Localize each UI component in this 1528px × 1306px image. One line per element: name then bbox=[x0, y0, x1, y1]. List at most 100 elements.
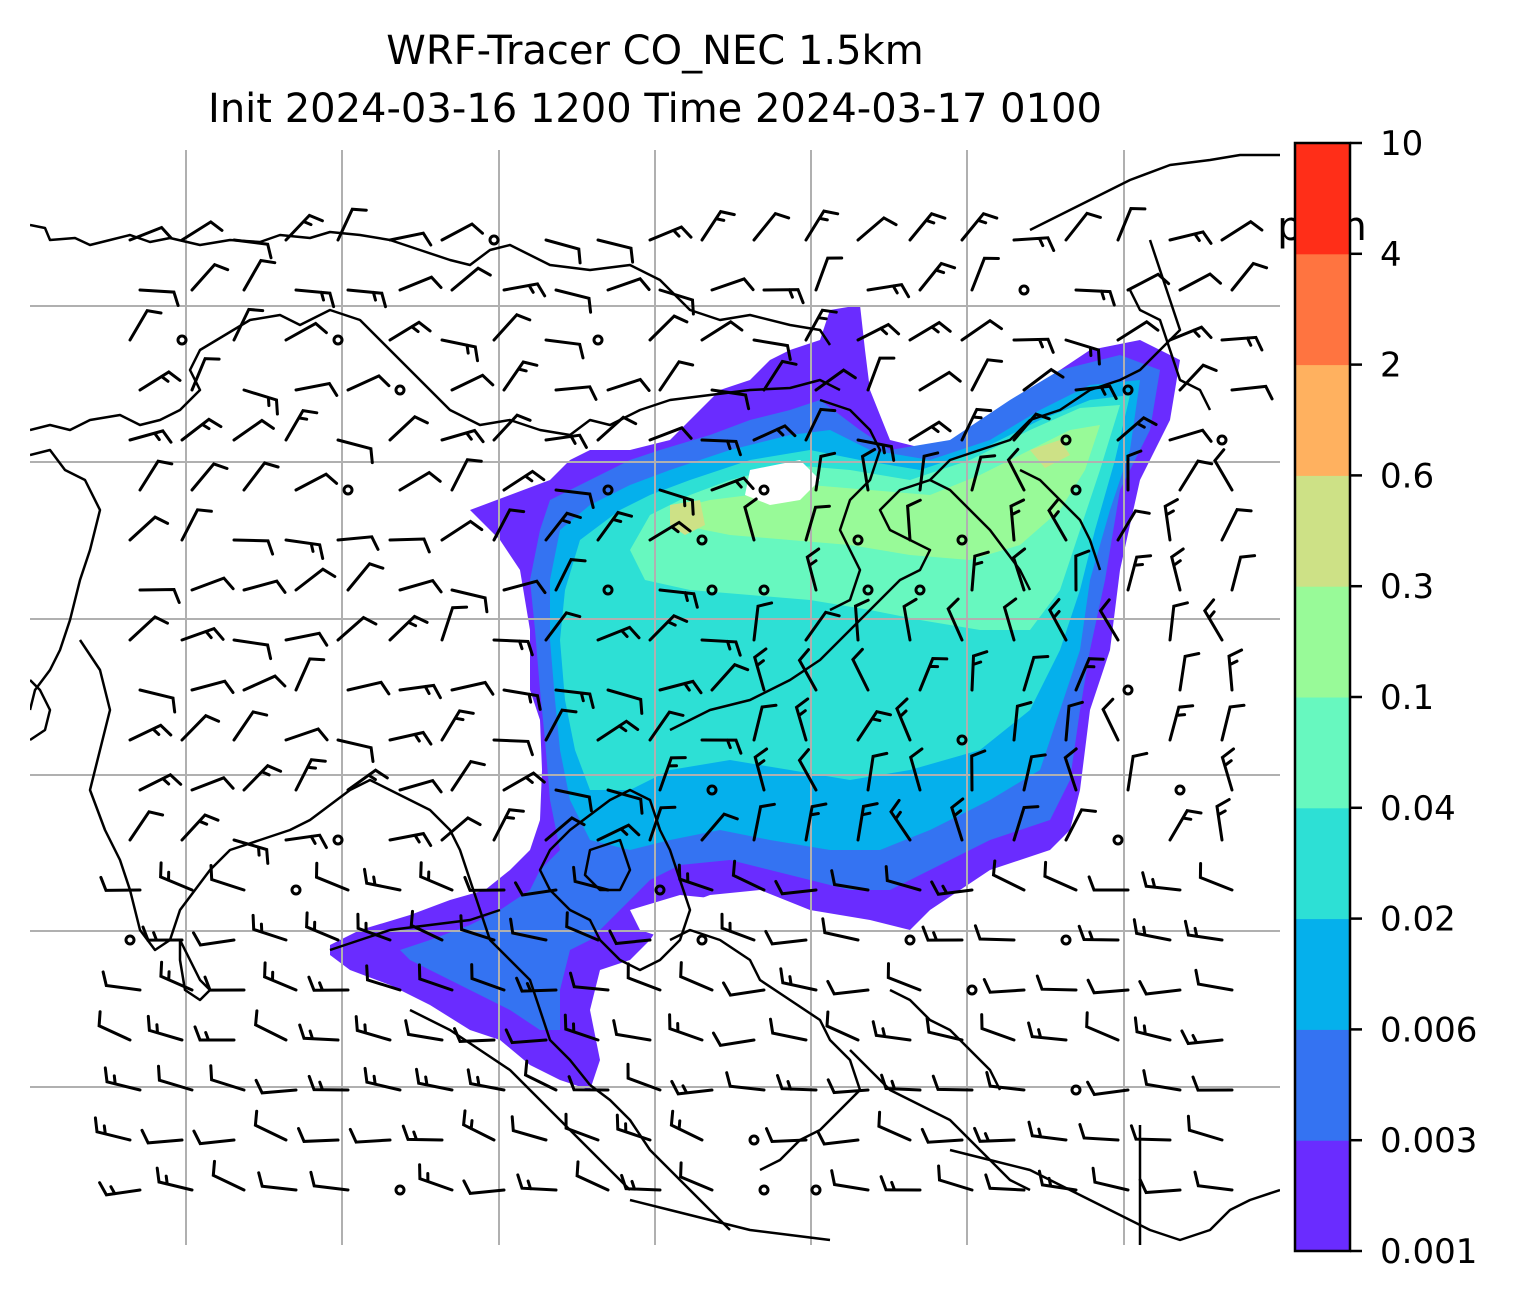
wind-barb bbox=[918, 370, 962, 392]
wind-barb bbox=[1064, 211, 1102, 242]
wind-barb bbox=[658, 288, 695, 316]
colorbar-bands bbox=[1295, 143, 1350, 1252]
wind-barb bbox=[700, 438, 742, 457]
wind-barb bbox=[906, 498, 922, 542]
wind-barb bbox=[1116, 509, 1151, 542]
calm-marker bbox=[332, 334, 344, 346]
wind-barb bbox=[565, 911, 600, 942]
wind-barb bbox=[1138, 1178, 1182, 1195]
wind-barb bbox=[388, 320, 432, 342]
colorbar-tick-label: 4 bbox=[1380, 235, 1402, 275]
wind-barb bbox=[242, 461, 280, 492]
wind-barb bbox=[1012, 412, 1051, 442]
wind-barb bbox=[203, 975, 246, 992]
wind-barb bbox=[1220, 335, 1264, 352]
wind-barb bbox=[1012, 337, 1055, 354]
wind-barb bbox=[648, 314, 689, 342]
wind-barb bbox=[242, 388, 279, 416]
wind-barb bbox=[769, 1017, 808, 1042]
calm-marker bbox=[956, 534, 968, 546]
wind-barb bbox=[1169, 547, 1185, 592]
wind-barb bbox=[209, 1064, 246, 1092]
wind-barb bbox=[1012, 701, 1033, 742]
wind-barb bbox=[305, 911, 340, 942]
wind-barb bbox=[440, 428, 485, 444]
wind-barb bbox=[93, 1116, 132, 1142]
wind-barb bbox=[440, 338, 479, 363]
wind-barb bbox=[700, 738, 743, 755]
wind-barb bbox=[180, 417, 223, 442]
wind-barb bbox=[462, 1109, 496, 1142]
wind-barb bbox=[348, 1127, 392, 1144]
wind-barb bbox=[752, 601, 774, 642]
calm-marker bbox=[1070, 484, 1082, 496]
wind-barb bbox=[502, 469, 546, 492]
wind-barb bbox=[388, 537, 431, 554]
wind-barb bbox=[1180, 1029, 1224, 1046]
colorbar-tick-label: 0.3 bbox=[1380, 567, 1434, 607]
wind-barb bbox=[1133, 1016, 1172, 1042]
wind-barb bbox=[752, 802, 776, 842]
wind-barb bbox=[982, 978, 1026, 994]
wind-barb bbox=[515, 976, 558, 993]
calm-marker bbox=[956, 734, 968, 746]
wind-barb bbox=[1126, 751, 1149, 792]
wind-barb bbox=[554, 788, 593, 813]
wind-barb bbox=[138, 370, 182, 392]
wind-barb bbox=[814, 451, 837, 492]
calm-marker bbox=[1174, 784, 1186, 796]
calm-marker bbox=[342, 484, 354, 496]
wind-barb bbox=[1178, 459, 1214, 492]
tracer-gap-south bbox=[630, 895, 750, 940]
wind-barb bbox=[211, 1159, 246, 1192]
calm-marker bbox=[696, 934, 708, 946]
wind-barb bbox=[284, 631, 329, 647]
wind-barb bbox=[294, 758, 327, 792]
wind-barb bbox=[658, 360, 695, 392]
wind-barb bbox=[753, 747, 769, 792]
wind-barb bbox=[365, 964, 402, 992]
wind-barb bbox=[492, 738, 534, 757]
wind-barb bbox=[1101, 697, 1120, 742]
wind-barb bbox=[886, 962, 922, 992]
wind-barb bbox=[128, 429, 173, 444]
wind-barb bbox=[1220, 703, 1246, 742]
wind-barb bbox=[257, 1171, 298, 1192]
wind-barb bbox=[284, 408, 319, 442]
calm-marker bbox=[592, 334, 604, 346]
wind-barb bbox=[572, 865, 610, 892]
calm-marker bbox=[1060, 934, 1072, 946]
wind-barb bbox=[606, 277, 651, 292]
wind-barb bbox=[1043, 860, 1078, 892]
wind-barb bbox=[1116, 319, 1160, 342]
wind-barb bbox=[722, 981, 766, 997]
wind-barb bbox=[805, 547, 821, 592]
colorbar-band bbox=[1295, 918, 1350, 1030]
wind-barb bbox=[710, 476, 755, 492]
wind-barb bbox=[860, 447, 877, 492]
wind-barb bbox=[816, 1130, 860, 1146]
wind-barb bbox=[752, 703, 778, 742]
wind-barb bbox=[1116, 206, 1147, 242]
wind-barb bbox=[776, 1074, 818, 1092]
wind-barb bbox=[140, 1128, 184, 1145]
wind-barb bbox=[232, 538, 275, 556]
colorbar-band bbox=[1295, 697, 1350, 809]
colorbar-band bbox=[1295, 253, 1350, 366]
wind-barb bbox=[918, 656, 949, 692]
wind-barb bbox=[700, 812, 739, 842]
wind-barb bbox=[242, 258, 277, 292]
wind-barb bbox=[516, 1173, 558, 1192]
wind-barb bbox=[450, 458, 483, 492]
wind-barb bbox=[409, 909, 444, 942]
wind-barb bbox=[762, 359, 798, 392]
wind-barb bbox=[856, 322, 901, 342]
wind-barb bbox=[502, 282, 547, 298]
wind-barb bbox=[1220, 747, 1235, 792]
wind-barb bbox=[388, 415, 429, 442]
wind-barb bbox=[596, 823, 641, 842]
wind-barb bbox=[419, 861, 454, 892]
wind-barb bbox=[970, 749, 987, 792]
wind-barb bbox=[190, 357, 221, 392]
wind-barb bbox=[970, 358, 1004, 392]
